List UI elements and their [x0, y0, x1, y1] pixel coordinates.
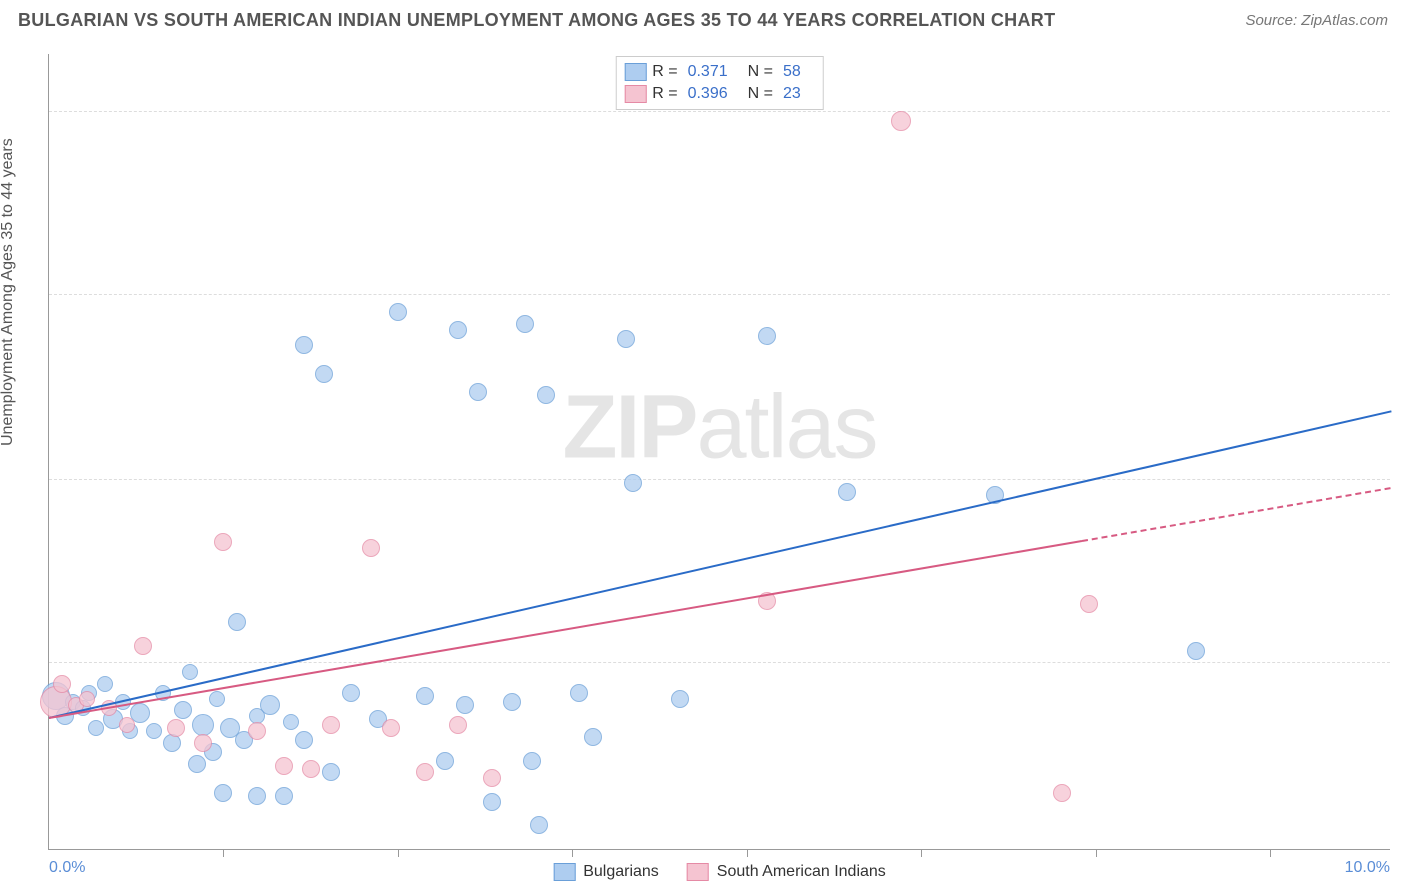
data-point — [194, 734, 212, 752]
trend-line — [49, 411, 1391, 720]
data-point — [537, 386, 555, 404]
legend-swatch — [624, 85, 646, 103]
data-point — [671, 690, 689, 708]
x-tick — [1270, 849, 1271, 857]
data-point — [134, 637, 152, 655]
data-point — [188, 755, 206, 773]
data-point — [295, 336, 313, 354]
watermark: ZIPatlas — [562, 376, 876, 479]
legend-n-value: 23 — [783, 85, 801, 103]
data-point — [416, 763, 434, 781]
data-point — [891, 111, 911, 131]
data-point — [483, 769, 501, 787]
data-point — [248, 722, 266, 740]
data-point — [483, 793, 501, 811]
data-point — [192, 714, 214, 736]
data-point — [449, 321, 467, 339]
data-point — [275, 787, 293, 805]
legend-series-label: South American Indians — [717, 863, 886, 881]
source-label: Source: ZipAtlas.com — [1245, 12, 1388, 29]
data-point — [530, 816, 548, 834]
data-point — [214, 533, 232, 551]
data-point — [838, 483, 856, 501]
gridline — [49, 111, 1390, 112]
legend-r-label: R = — [652, 63, 677, 81]
data-point — [1187, 642, 1205, 660]
data-point — [88, 720, 104, 736]
legend-swatch — [553, 863, 575, 881]
legend-n-label: N = — [748, 63, 773, 81]
x-tick — [398, 849, 399, 857]
data-point — [260, 695, 280, 715]
legend-row: R = 0.396 N = 23 — [624, 83, 815, 105]
data-point — [382, 719, 400, 737]
data-point — [228, 613, 246, 631]
x-tick — [572, 849, 573, 857]
data-point — [248, 787, 266, 805]
gridline — [49, 479, 1390, 480]
x-tick — [223, 849, 224, 857]
data-point — [146, 723, 162, 739]
data-point — [503, 693, 521, 711]
legend-swatch — [624, 63, 646, 81]
data-point — [53, 675, 71, 693]
data-point — [214, 784, 232, 802]
legend-r-label: R = — [652, 85, 677, 103]
x-tick — [1096, 849, 1097, 857]
data-point — [617, 330, 635, 348]
chart-title: BULGARIAN VS SOUTH AMERICAN INDIAN UNEMP… — [18, 10, 1055, 31]
data-point — [167, 719, 185, 737]
data-point — [342, 684, 360, 702]
data-point — [436, 752, 454, 770]
data-point — [283, 714, 299, 730]
data-point — [302, 760, 320, 778]
data-point — [322, 763, 340, 781]
series-legend: Bulgarians South American Indians — [553, 863, 886, 881]
gridline — [49, 294, 1390, 295]
x-axis-max-label: 10.0% — [1345, 859, 1390, 877]
data-point — [449, 716, 467, 734]
data-point — [1080, 595, 1098, 613]
data-point — [119, 717, 135, 733]
legend-series-label: Bulgarians — [583, 863, 659, 881]
data-point — [79, 691, 95, 707]
data-point — [275, 757, 293, 775]
data-point — [1053, 784, 1071, 802]
legend-n-value: 58 — [783, 63, 801, 81]
data-point — [584, 728, 602, 746]
data-point — [295, 731, 313, 749]
x-tick — [747, 849, 748, 857]
data-point — [389, 303, 407, 321]
data-point — [97, 676, 113, 692]
legend-item: South American Indians — [687, 863, 886, 881]
gridline — [49, 662, 1390, 663]
x-axis-min-label: 0.0% — [49, 859, 85, 877]
data-point — [362, 539, 380, 557]
legend-n-label: N = — [748, 85, 773, 103]
legend-item: Bulgarians — [553, 863, 659, 881]
correlation-legend: R = 0.371 N = 58 R = 0.396 N = 23 — [615, 56, 824, 110]
data-point — [758, 327, 776, 345]
data-point — [174, 701, 192, 719]
data-point — [182, 664, 198, 680]
legend-row: R = 0.371 N = 58 — [624, 61, 815, 83]
data-point — [516, 315, 534, 333]
data-point — [456, 696, 474, 714]
data-point — [624, 474, 642, 492]
data-point — [209, 691, 225, 707]
data-point — [416, 687, 434, 705]
legend-r-value: 0.396 — [688, 85, 728, 103]
data-point — [523, 752, 541, 770]
data-point — [570, 684, 588, 702]
trend-line — [1082, 487, 1391, 542]
scatter-chart: ZIPatlas R =0.371N =58R =0.396N =23 0.0%… — [48, 54, 1390, 850]
x-tick — [921, 849, 922, 857]
legend-swatch — [687, 863, 709, 881]
data-point — [315, 365, 333, 383]
trend-line — [49, 540, 1083, 719]
data-point — [322, 716, 340, 734]
y-axis-label: Unemployment Among Ages 35 to 44 years — [0, 138, 17, 446]
data-point — [469, 383, 487, 401]
legend-r-value: 0.371 — [688, 63, 728, 81]
